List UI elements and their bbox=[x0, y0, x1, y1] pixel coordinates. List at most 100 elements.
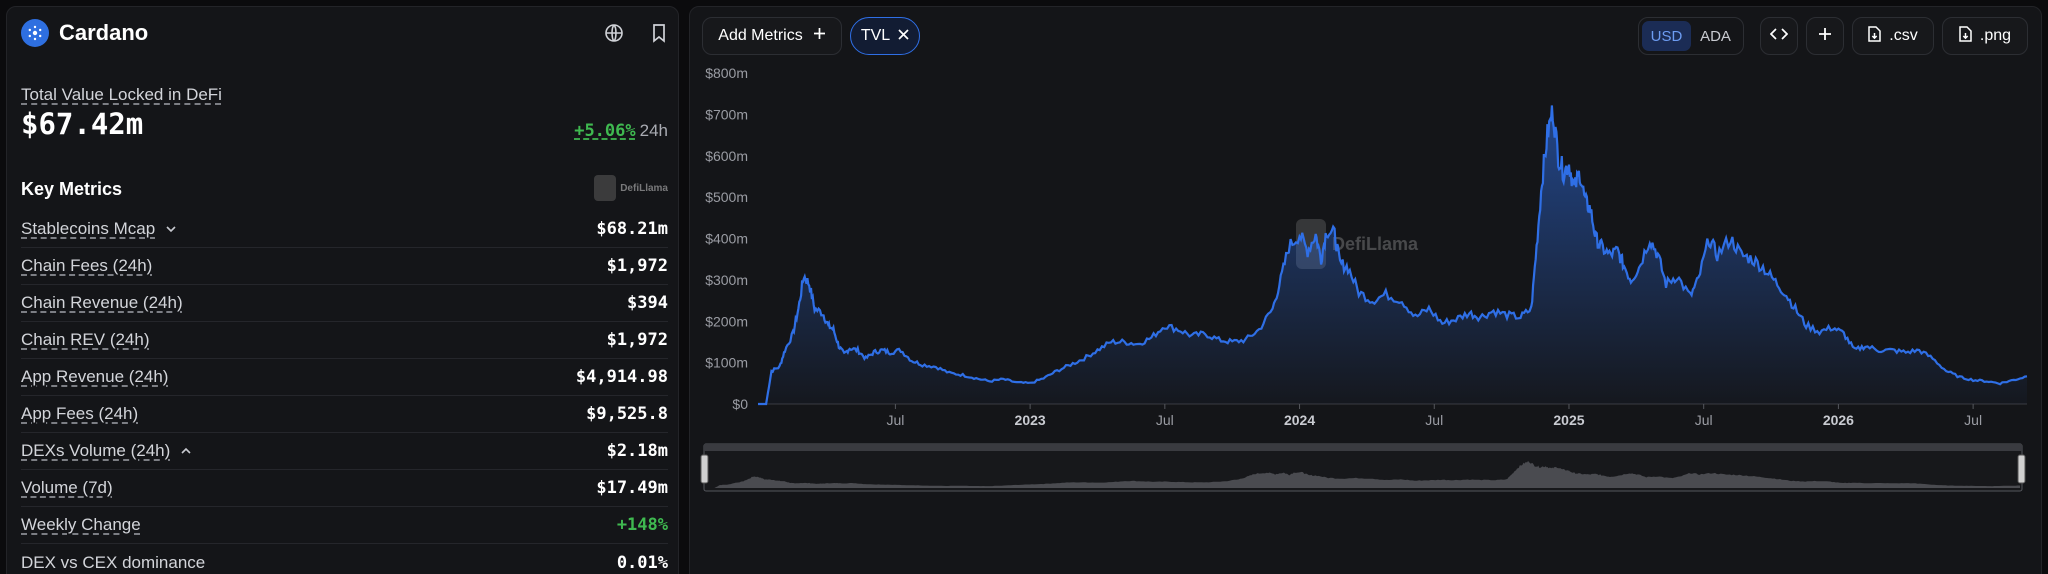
y-tick-label: $400m bbox=[705, 231, 748, 247]
add-chart-button[interactable] bbox=[1806, 17, 1844, 55]
add-metrics-label: Add Metrics bbox=[718, 27, 803, 44]
metric-label-text: DEX vs CEX dominance bbox=[21, 552, 206, 572]
y-tick-label: $800m bbox=[705, 65, 748, 81]
tvl-chart: $0 $100m $200m $300m $400m $500m $600m $700m $80… bbox=[700, 65, 2028, 492]
x-tick-label: 2025 bbox=[1553, 412, 1584, 428]
metric-value: $1,972 bbox=[606, 256, 668, 276]
metric-label[interactable]: Chain REV (24h) bbox=[21, 330, 150, 350]
download-csv-button[interactable]: .csv bbox=[1852, 17, 1934, 55]
metric-row: DEX vs CEX dominance 0.01% bbox=[21, 544, 668, 574]
x-tick-label: 2024 bbox=[1284, 412, 1315, 428]
tvl-chip-label: TVL bbox=[860, 27, 891, 44]
metric-label-text: DEXs Volume (24h) bbox=[21, 441, 171, 460]
tvl-change-period: 24h bbox=[639, 121, 668, 140]
tvl-area-fill bbox=[758, 105, 2027, 404]
metric-value: $1,972 bbox=[606, 330, 668, 350]
metric-label-text: App Fees (24h) bbox=[21, 404, 139, 423]
chevron-down-icon[interactable] bbox=[165, 223, 177, 235]
metric-row: DEXs Volume (24h) $2.18m bbox=[21, 433, 668, 470]
metric-label-text: Chain Revenue (24h) bbox=[21, 293, 183, 312]
chain-header: Cardano bbox=[21, 17, 148, 49]
brush-mini-area bbox=[706, 460, 2020, 488]
metric-label[interactable]: DEX vs CEX dominance bbox=[21, 553, 205, 573]
brush-top-bar[interactable] bbox=[704, 444, 2022, 451]
metric-label[interactable]: App Revenue (24h) bbox=[21, 367, 168, 387]
png-label: .png bbox=[1979, 27, 2012, 44]
x-tick-label: Jul bbox=[1156, 412, 1174, 428]
x-tick-label: Jul bbox=[1425, 412, 1443, 428]
close-icon[interactable] bbox=[898, 27, 909, 45]
plus-icon bbox=[813, 27, 826, 45]
metric-label-text: Weekly Change bbox=[21, 515, 141, 534]
metric-value: $68.21m bbox=[596, 219, 668, 239]
chain-overview-panel: Cardano Total Value Locked in DeFi $67.4… bbox=[6, 6, 679, 574]
tvl-change: +5.06% 24h bbox=[574, 121, 668, 141]
metric-row: Chain Revenue (24h) $394 bbox=[21, 285, 668, 322]
tvl-value: $67.42m bbox=[21, 107, 144, 141]
metric-label[interactable]: Chain Fees (24h) bbox=[21, 256, 152, 276]
x-tick-label: Jul bbox=[886, 412, 904, 428]
chart-panel: Add Metrics TVL USD ADA .csv .png bbox=[689, 6, 2042, 574]
file-download-icon bbox=[1959, 25, 1972, 47]
metric-row: Volume (7d) $17.49m bbox=[21, 470, 668, 507]
brush-left-handle[interactable] bbox=[700, 454, 709, 484]
metric-row: App Revenue (24h) $4,914.98 bbox=[21, 359, 668, 396]
x-tick-label: 2023 bbox=[1015, 412, 1046, 428]
plus-icon bbox=[1818, 27, 1832, 46]
y-tick-label: $300m bbox=[705, 272, 748, 288]
metric-value: $4,914.98 bbox=[575, 367, 668, 387]
metric-label[interactable]: DEXs Volume (24h) bbox=[21, 441, 192, 461]
bookmark-icon[interactable] bbox=[647, 21, 671, 45]
add-metrics-button[interactable]: Add Metrics bbox=[702, 17, 842, 55]
y-tick-label: $700m bbox=[705, 106, 748, 122]
globe-icon[interactable] bbox=[602, 21, 626, 45]
currency-ada-button[interactable]: ADA bbox=[1700, 27, 1731, 45]
metric-label[interactable]: Volume (7d) bbox=[21, 478, 113, 498]
metric-value: $394 bbox=[627, 293, 668, 313]
file-download-icon bbox=[1868, 25, 1882, 47]
download-png-button[interactable]: .png bbox=[1942, 17, 2028, 55]
chevron-up-icon[interactable] bbox=[180, 445, 192, 457]
metric-value: 0.01% bbox=[616, 552, 668, 573]
currency-usd-button[interactable]: USD bbox=[1642, 21, 1691, 51]
embed-code-button[interactable] bbox=[1760, 17, 1798, 55]
tvl-metric-chip[interactable]: TVL bbox=[850, 17, 920, 55]
defillama-logo: DefiLlama bbox=[594, 175, 668, 201]
cardano-logo-icon bbox=[21, 19, 49, 47]
csv-label: .csv bbox=[1889, 27, 1918, 44]
tvl-label[interactable]: Total Value Locked in DeFi bbox=[21, 85, 222, 104]
metric-label[interactable]: Weekly Change bbox=[21, 515, 141, 535]
metric-value: $17.49m bbox=[596, 478, 668, 498]
y-tick-label: $600m bbox=[705, 148, 748, 164]
currency-toggle: USD ADA bbox=[1638, 17, 1744, 55]
metric-label[interactable]: Chain Revenue (24h) bbox=[21, 293, 183, 313]
y-tick-label: $100m bbox=[705, 355, 748, 371]
x-tick-label: Jul bbox=[1695, 412, 1713, 428]
metric-row: App Fees (24h) $9,525.8 bbox=[21, 396, 668, 433]
range-brush[interactable] bbox=[700, 443, 2026, 492]
metric-row: Stablecoins Mcap $68.21m bbox=[21, 211, 668, 248]
metric-value: +148% bbox=[616, 515, 668, 535]
metric-value: $9,525.8 bbox=[586, 404, 668, 424]
chain-name: Cardano bbox=[59, 20, 149, 45]
metric-label[interactable]: Stablecoins Mcap bbox=[21, 219, 177, 239]
y-tick-label: $200m bbox=[705, 313, 748, 329]
watermark-text: DefiLlama bbox=[1332, 234, 1419, 254]
llama-icon bbox=[594, 175, 617, 201]
metric-label[interactable]: App Fees (24h) bbox=[21, 404, 138, 424]
y-tick-label: $500m bbox=[705, 189, 748, 205]
metric-label-text: Chain Fees (24h) bbox=[21, 256, 153, 275]
x-axis: Jul 2023 Jul 2024 Jul 2025 Jul 2026 Jul bbox=[886, 404, 1982, 428]
metric-label-text: App Revenue (24h) bbox=[21, 367, 169, 386]
tvl-change-percent[interactable]: +5.06% bbox=[574, 121, 636, 141]
brush-right-handle[interactable] bbox=[2017, 454, 2026, 484]
metric-label-text: Stablecoins Mcap bbox=[21, 219, 156, 238]
metric-value: $2.18m bbox=[606, 441, 668, 461]
metric-row: Chain Fees (24h) $1,972 bbox=[21, 248, 668, 285]
metric-label-text: Volume (7d) bbox=[21, 478, 113, 497]
metric-row: Chain REV (24h) $1,972 bbox=[21, 322, 668, 359]
key-metrics-title: Key Metrics bbox=[21, 179, 123, 199]
metric-label-text: Chain REV (24h) bbox=[21, 330, 150, 349]
x-tick-label: 2026 bbox=[1823, 412, 1854, 428]
key-metrics-list: Stablecoins Mcap $68.21m Chain Fees (24h) $… bbox=[21, 211, 668, 574]
